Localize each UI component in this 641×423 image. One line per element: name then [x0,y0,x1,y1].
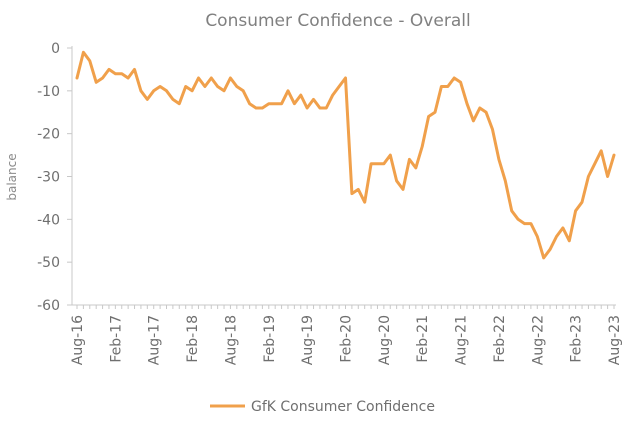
x-tick-label: Aug-20 [377,315,393,365]
y-tick-label: -20 [37,127,60,143]
y-tick-label: -40 [37,212,60,228]
x-tick-label: Feb-17 [108,315,124,363]
y-axis-title: balance [5,153,19,200]
x-tick-label: Feb-18 [185,315,201,363]
x-tick-label: Aug-19 [300,315,316,365]
x-tick-label: Aug-16 [70,315,86,365]
y-tick-label: -60 [37,298,60,314]
x-tick-label: Aug-18 [223,315,239,365]
x-tick-label: Feb-19 [262,315,278,363]
y-tick-label: 0 [51,41,60,57]
x-tick-label: Feb-20 [339,315,355,363]
y-tick-label: -50 [37,255,60,271]
axes: 0 -10 -20 -30 -40 -50 -60 Aug-16 Feb-17 Aug-17 Feb… [37,41,623,365]
legend: GfK Consumer Confidence [210,399,435,415]
x-tick-label: Aug-23 [607,315,623,365]
legend-label: GfK Consumer Confidence [251,399,435,415]
y-tick-label: -10 [37,84,60,100]
x-tick-label: Aug-22 [530,315,546,365]
x-tick-label: Feb-23 [569,315,585,363]
x-tick-label: Aug-17 [147,315,163,365]
series-line [75,50,616,260]
x-tick-label: Aug-21 [454,315,470,365]
y-tick-label: -30 [37,170,60,186]
x-tick-label: Feb-22 [492,315,508,363]
series-layer [75,50,616,260]
chart-title: Consumer Confidence - Overall [205,11,470,31]
x-tick-label: Feb-21 [415,315,431,363]
